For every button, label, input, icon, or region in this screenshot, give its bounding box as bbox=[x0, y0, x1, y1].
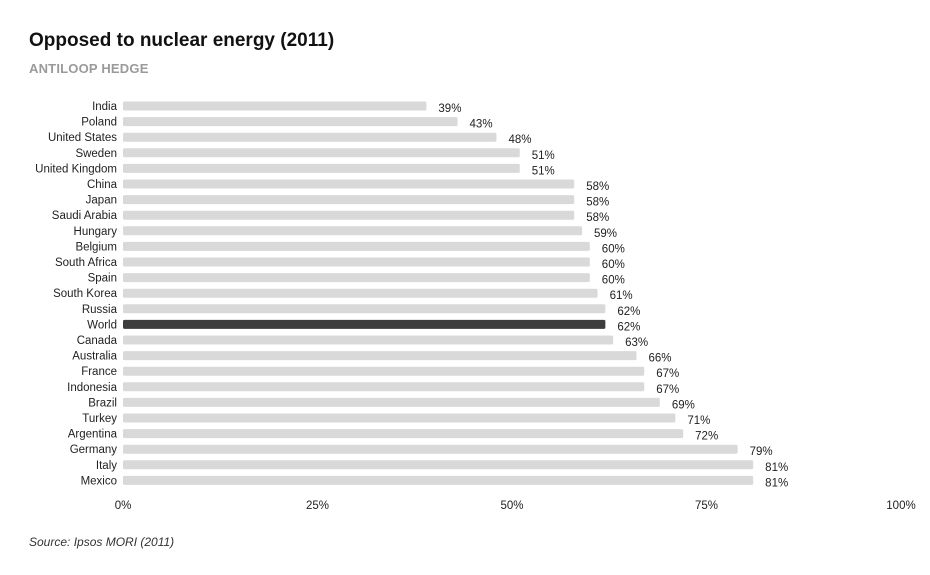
data-label: 62% bbox=[617, 321, 640, 333]
bar bbox=[123, 335, 614, 345]
data-label: 60% bbox=[602, 243, 625, 255]
data-label: 60% bbox=[602, 275, 625, 287]
category-label: Argentina bbox=[68, 429, 118, 441]
data-label: 58% bbox=[586, 197, 609, 209]
data-label: 39% bbox=[438, 103, 461, 115]
bar bbox=[123, 257, 590, 267]
data-label: 79% bbox=[750, 446, 773, 458]
category-label: Canada bbox=[77, 335, 118, 347]
source-note: Source: Ipsos MORI (2011) bbox=[29, 535, 175, 549]
x-tick-label: 0% bbox=[115, 500, 132, 512]
x-tick-label: 50% bbox=[500, 500, 523, 512]
bar bbox=[123, 132, 497, 142]
category-label: Poland bbox=[81, 117, 117, 129]
bar bbox=[123, 241, 590, 251]
data-label: 43% bbox=[470, 119, 493, 131]
category-label: Hungary bbox=[74, 226, 118, 238]
category-label: Russia bbox=[82, 304, 118, 316]
bar bbox=[123, 273, 590, 283]
category-label: Sweden bbox=[75, 148, 117, 160]
category-label: China bbox=[87, 179, 118, 191]
x-tick-label: 25% bbox=[306, 500, 329, 512]
bar bbox=[123, 101, 427, 111]
data-label: 58% bbox=[586, 181, 609, 193]
bar bbox=[123, 319, 606, 329]
category-label: France bbox=[81, 366, 117, 378]
data-label: 48% bbox=[508, 134, 531, 146]
chart-subtitle: ANTILOOP HEDGE bbox=[29, 61, 149, 76]
bar bbox=[123, 429, 684, 439]
bar bbox=[123, 179, 575, 189]
x-tick-label: 100% bbox=[886, 500, 915, 512]
data-label: 51% bbox=[532, 165, 555, 177]
bar bbox=[123, 366, 645, 376]
bar bbox=[123, 195, 575, 205]
category-label: World bbox=[87, 319, 117, 331]
data-label: 62% bbox=[617, 306, 640, 318]
category-label: Spain bbox=[88, 273, 117, 285]
category-label: Italy bbox=[96, 460, 117, 472]
data-label: 67% bbox=[656, 384, 679, 396]
category-label: United States bbox=[48, 132, 117, 144]
data-label: 67% bbox=[656, 368, 679, 380]
bar bbox=[123, 397, 660, 407]
category-label: United Kingdom bbox=[35, 163, 117, 175]
data-label: 58% bbox=[586, 212, 609, 224]
data-label: 63% bbox=[625, 337, 648, 349]
bar bbox=[123, 163, 520, 173]
category-label: Turkey bbox=[82, 413, 117, 425]
bar bbox=[123, 444, 738, 454]
data-label: 81% bbox=[765, 477, 788, 489]
category-label: India bbox=[92, 101, 118, 113]
bar bbox=[123, 226, 583, 236]
data-label: 60% bbox=[602, 259, 625, 271]
category-label: Germany bbox=[70, 444, 118, 456]
category-label: Saudi Arabia bbox=[52, 210, 118, 222]
x-tick-label: 75% bbox=[695, 500, 718, 512]
bar bbox=[123, 351, 637, 361]
data-label: 66% bbox=[648, 353, 671, 365]
data-label: 61% bbox=[610, 290, 633, 302]
category-label: Belgium bbox=[75, 241, 117, 253]
bar bbox=[123, 148, 520, 158]
category-label: Brazil bbox=[88, 397, 117, 409]
bar bbox=[123, 475, 754, 485]
chart-title: Opposed to nuclear energy (2011) bbox=[29, 30, 335, 51]
data-label: 51% bbox=[532, 150, 555, 162]
bar bbox=[123, 460, 754, 470]
bar bbox=[123, 288, 598, 298]
data-label: 69% bbox=[672, 399, 695, 411]
bar bbox=[123, 304, 606, 314]
category-label: Mexico bbox=[81, 475, 117, 487]
category-label: South Africa bbox=[55, 257, 118, 269]
data-label: 59% bbox=[594, 228, 617, 240]
bar bbox=[123, 210, 575, 220]
bar bbox=[123, 413, 676, 423]
data-label: 71% bbox=[687, 415, 710, 427]
category-label: Australia bbox=[72, 351, 117, 363]
bar bbox=[123, 117, 458, 127]
category-label: Japan bbox=[86, 195, 117, 207]
bar bbox=[123, 382, 645, 392]
category-label: South Korea bbox=[53, 288, 118, 300]
category-label: Indonesia bbox=[67, 382, 117, 394]
data-label: 81% bbox=[765, 462, 788, 474]
data-label: 72% bbox=[695, 431, 718, 443]
